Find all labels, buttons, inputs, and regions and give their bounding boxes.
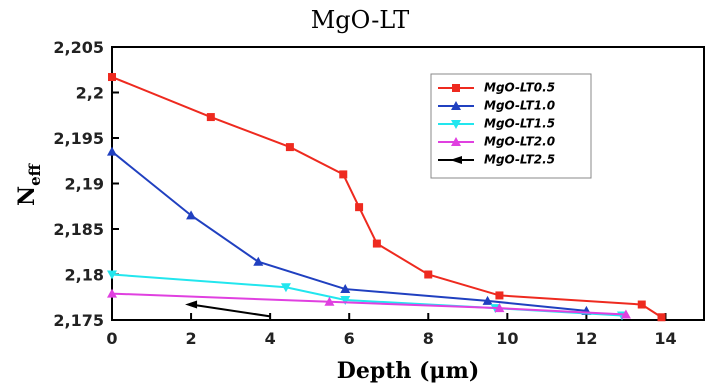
series-line — [111, 273, 623, 317]
x-tick-label: 8 — [423, 329, 434, 348]
data-point — [253, 256, 264, 266]
y-axis-label-main: N — [14, 186, 40, 206]
data-point — [107, 146, 117, 156]
data-point — [620, 309, 631, 319]
data-point — [108, 73, 116, 82]
legend-marker — [450, 156, 462, 164]
y-tick-label: 2,195 — [53, 129, 104, 148]
x-axis-label: Depth (μm) — [337, 358, 479, 384]
x-tick-label: 0 — [106, 329, 117, 348]
data-point — [355, 203, 364, 212]
chart-title: MgO-LT — [311, 6, 410, 34]
data-point — [339, 170, 348, 179]
legend-label: MgO-LT1.5 — [484, 117, 555, 131]
series-line — [111, 76, 663, 319]
data-point — [107, 288, 117, 298]
y-axis-label: Neff — [14, 162, 44, 206]
data-point — [206, 113, 215, 122]
plot-frame — [111, 46, 705, 321]
data-point — [424, 270, 433, 279]
data-point — [657, 313, 666, 322]
legend-label: MgO-LT2.5 — [484, 153, 555, 167]
legend-marker — [451, 120, 461, 129]
data-point — [340, 284, 351, 294]
data-point — [107, 270, 117, 280]
data-point — [495, 291, 504, 300]
x-tick-label: 4 — [265, 329, 276, 348]
data-point — [372, 239, 381, 248]
series-line — [111, 292, 626, 316]
x-tick-label: 2 — [185, 329, 196, 348]
data-point — [637, 300, 646, 309]
data-point — [494, 303, 505, 313]
series-line — [190, 303, 271, 318]
legend-marker — [452, 84, 460, 92]
data-point — [340, 295, 351, 305]
legend-marker — [451, 137, 461, 146]
series-line — [111, 150, 587, 312]
data-point — [185, 300, 198, 309]
data-point — [280, 283, 291, 293]
y-tick-label: 2,19 — [65, 175, 104, 194]
data-point — [186, 210, 197, 220]
x-tick-label: 6 — [344, 329, 355, 348]
y-tick-label: 2,185 — [53, 220, 104, 239]
y-tick-label: 2,175 — [53, 311, 104, 330]
x-tick-label: 14 — [654, 329, 676, 348]
legend-label: MgO-LT2.0 — [484, 135, 555, 149]
legend-label: MgO-LT1.0 — [484, 99, 555, 113]
y-tick-label: 2,205 — [53, 38, 104, 57]
y-axis-label-sub: eff — [26, 162, 44, 186]
x-tick-label: 12 — [575, 329, 597, 348]
x-tick-label: 10 — [496, 329, 518, 348]
legend-marker — [451, 101, 461, 110]
data-point — [285, 143, 294, 152]
data-point — [324, 296, 335, 306]
y-tick-label: 2,2 — [76, 84, 104, 103]
y-tick-label: 2,18 — [65, 266, 104, 285]
data-point — [482, 295, 493, 305]
legend-label: MgO-LT0.5 — [484, 81, 555, 95]
